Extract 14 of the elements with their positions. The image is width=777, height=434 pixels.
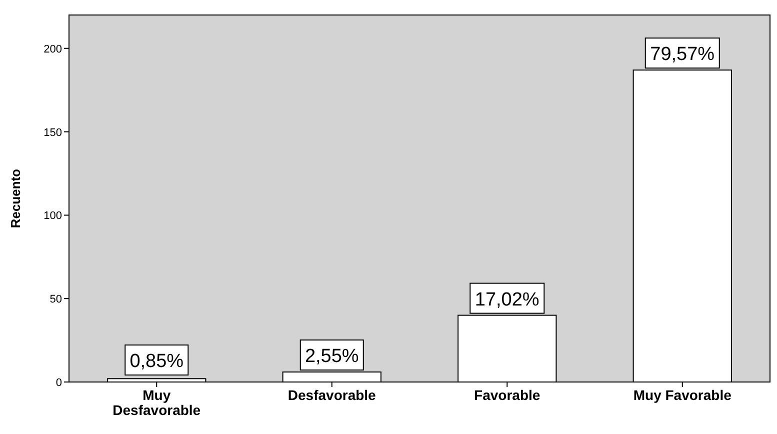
y-tick-label: 150 bbox=[44, 126, 62, 139]
x-tick-label: Desfavorable bbox=[288, 387, 376, 403]
annotation: 17,02% bbox=[474, 289, 540, 310]
x-tick-label: Muy Desfavorable bbox=[112, 387, 201, 418]
y-axis-title: Recuento bbox=[8, 168, 23, 228]
annotation: 0,85% bbox=[130, 351, 184, 372]
y-tick-label: 50 bbox=[50, 294, 62, 306]
y-tick-label: 0 bbox=[56, 377, 62, 389]
x-tick-label: Muy Favorable bbox=[633, 387, 732, 403]
y-tick-label: 200 bbox=[44, 43, 62, 56]
x-tick-label: Favorable bbox=[474, 387, 540, 403]
y-tick-label: 100 bbox=[44, 210, 62, 222]
annotation: 79,57% bbox=[650, 44, 715, 66]
annotation: 2,55% bbox=[304, 346, 359, 367]
